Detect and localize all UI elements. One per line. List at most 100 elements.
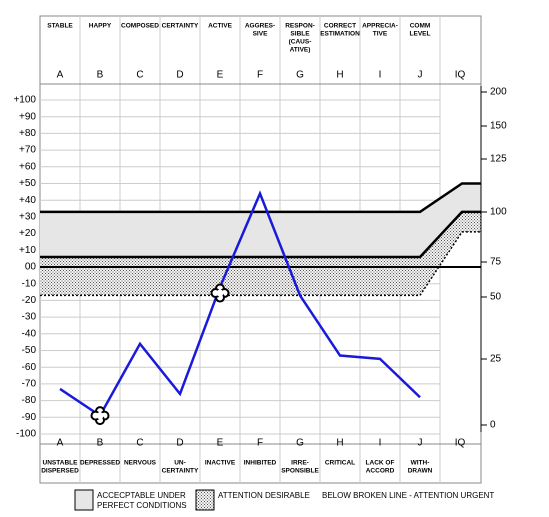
column-letter: E (217, 438, 224, 449)
column-letter: F (257, 438, 263, 449)
bottom-label: NERVOUS (124, 460, 157, 467)
top-label: AGGRES- (245, 23, 275, 30)
legend-label: ACCECPTABLE UNDER (97, 491, 186, 500)
y-tick-label: -10 (22, 278, 37, 289)
y-tick-label: +20 (19, 228, 36, 239)
bottom-label: DEPRESSED (80, 460, 120, 467)
top-label: HAPPY (89, 23, 112, 30)
y-tick-label: -90 (22, 412, 37, 423)
y-tick-label: -40 (22, 328, 37, 339)
legend-label: BELOW BROKEN LINE - ATTENTION URGENT (322, 491, 494, 500)
column-letter: IQ (455, 70, 466, 81)
band-line (40, 231, 481, 297)
y-tick-label: -70 (22, 379, 37, 390)
top-label: SIBLE (290, 31, 310, 38)
column-letter: IQ (455, 438, 466, 449)
top-label: COMPOSED (121, 23, 159, 30)
top-label: CORRECT (324, 23, 356, 30)
column-letter: D (176, 438, 183, 449)
bottom-label: INHIBITED (244, 460, 277, 467)
column-letter: F (257, 70, 263, 81)
bottom-label: WITH- (411, 460, 430, 467)
y2-tick-label: 75 (490, 257, 502, 268)
bottom-label: UNSTABLE (43, 460, 79, 467)
top-label: COMM (410, 23, 431, 30)
y2-tick-label: 0 (490, 420, 496, 431)
y-tick-label: +30 (19, 212, 36, 223)
y-tick-label: +60 (19, 161, 36, 172)
column-letter: I (379, 438, 382, 449)
top-label: APPRECIA- (362, 23, 398, 30)
bottom-label: DISPERSED (41, 468, 79, 475)
clover-marker (210, 283, 230, 303)
legend-swatch (74, 489, 94, 511)
top-label: (CAUS- (289, 39, 312, 46)
column-letter: J (418, 438, 423, 449)
column-letter: G (296, 70, 304, 81)
column-letter: J (418, 70, 423, 81)
bottom-label: ACCORD (366, 468, 395, 475)
top-label: ATIVE) (290, 47, 311, 54)
y-tick-label: 00 (25, 262, 37, 273)
top-label: LEVEL (410, 31, 431, 38)
top-label: RESPON- (285, 23, 315, 30)
y2-tick-label: 150 (490, 121, 507, 132)
column-letter: H (336, 438, 343, 449)
column-letter: A (57, 70, 64, 81)
bottom-label: SPONSIBLE (281, 468, 319, 475)
column-letter: E (217, 70, 224, 81)
column-letter: B (97, 70, 104, 81)
y-tick-label: +50 (19, 178, 36, 189)
top-label: ESTIMATION (320, 31, 360, 38)
y-tick-label: -50 (22, 345, 37, 356)
column-letter: G (296, 438, 304, 449)
bottom-label: UN- (174, 460, 186, 467)
y-tick-label: +10 (19, 245, 36, 256)
y-tick-label: +100 (13, 95, 36, 106)
y2-tick-label: 25 (490, 354, 502, 365)
column-letter: B (97, 438, 104, 449)
column-letter: H (336, 70, 343, 81)
column-letter: C (136, 70, 143, 81)
y2-tick-label: 50 (490, 292, 502, 303)
column-letter: I (379, 70, 382, 81)
y2-tick-label: 100 (490, 207, 507, 218)
y-tick-label: -80 (22, 395, 37, 406)
top-label: SIVE (253, 31, 268, 38)
y-tick-label: +90 (19, 111, 36, 122)
clover-center (216, 289, 224, 297)
y2-tick-label: 200 (490, 87, 507, 98)
bottom-label: INACTIVE (205, 460, 236, 467)
legend-swatch (195, 489, 215, 511)
y-tick-label: -100 (16, 429, 36, 440)
top-label: CERTAINTY (162, 23, 199, 30)
band-line (40, 182, 481, 214)
y2-tick-label: 125 (490, 154, 507, 165)
top-label: ACTIVE (208, 23, 233, 30)
bottom-label: CRITICAL (325, 460, 355, 467)
y-tick-label: +40 (19, 195, 36, 206)
acceptable-band (40, 183, 481, 257)
data-line (59, 190, 421, 418)
legend-label: ATTENTION DESIRABLE (218, 491, 310, 500)
bottom-label: CERTAINTY (162, 468, 199, 475)
column-letter: D (176, 70, 183, 81)
legend-label: PERFECT CONDITIONS (97, 501, 187, 510)
band-line (40, 210, 481, 259)
clover-marker (90, 406, 110, 426)
y-tick-label: -20 (22, 295, 37, 306)
y-tick-label: -60 (22, 362, 37, 373)
y-tick-label: -30 (22, 312, 37, 323)
top-label: TIVE (373, 31, 388, 38)
clover-center (96, 412, 104, 420)
bottom-label: IRRE- (291, 460, 309, 467)
y-tick-label: +70 (19, 145, 36, 156)
y-tick-label: +80 (19, 128, 36, 139)
top-label: STABLE (47, 23, 73, 30)
attention-band (40, 211, 481, 296)
bottom-label: DRAWN (408, 468, 433, 475)
bottom-label: LACK OF (366, 460, 395, 467)
column-letter: C (136, 438, 143, 449)
column-letter: A (57, 438, 64, 449)
